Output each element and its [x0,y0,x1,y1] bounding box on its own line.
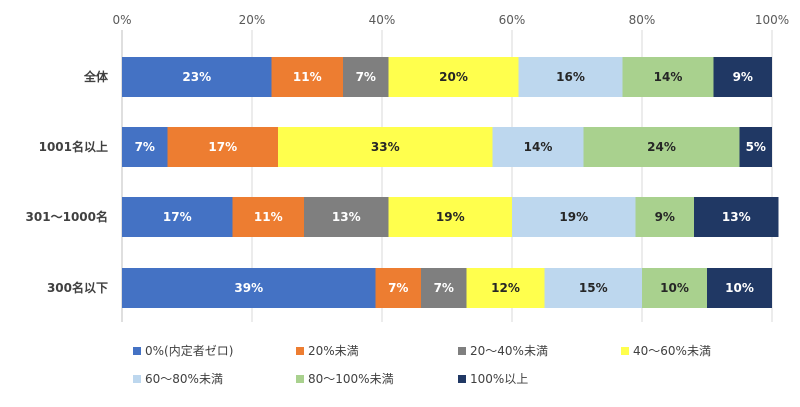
label-layer: 23% 11% 7% 20% 16% 14% 9% 7% 17% 33% 14% 24% 5% 17% 11… [135,70,766,295]
category-label: 300名以下 [47,280,108,295]
data-label: 7% [135,140,155,154]
legend-swatch [458,375,466,383]
bar-segment [739,127,772,167]
data-label: 24% [647,140,676,154]
data-label: 23% [182,70,211,84]
bar-segment [271,57,343,97]
bar-segment [635,197,694,237]
bar-segment [642,268,707,308]
bar-segment [122,57,272,97]
legend-label: 80～100%未満 [308,372,394,386]
data-label: 9% [655,210,675,224]
bar-segment [466,268,545,308]
data-label: 7% [388,281,408,295]
bar-segment [122,197,233,237]
data-label: 14% [654,70,683,84]
bar-segment [421,268,467,308]
legend-label: 20～40%未満 [470,344,548,358]
x-tick-label: 40% [369,13,396,27]
data-label: 17% [208,140,237,154]
bar-segment [375,268,421,308]
x-tick-label: 80% [629,13,656,27]
bar-segment [122,127,168,167]
data-label: 11% [254,210,283,224]
data-label: 17% [163,210,192,224]
data-label: 13% [722,210,751,224]
bar-segment [388,197,512,237]
bar-segment [343,57,389,97]
legend-label: 60～80%未満 [145,372,223,386]
data-label: 13% [332,210,361,224]
x-tick-label: 60% [499,13,526,27]
data-label: 19% [559,210,588,224]
bar-segment [622,57,714,97]
data-label: 7% [434,281,454,295]
category-label: 全体 [83,69,109,84]
legend: 0%(内定者ゼロ) 20%未満 20～40%未満 40～60%未満 60～80%未満 80… [133,343,711,386]
legend-swatch [133,347,141,355]
legend-swatch [133,375,141,383]
legend-label: 0%(内定者ゼロ) [145,343,233,358]
category-label: 301～1000名 [26,209,108,224]
bar-segment [518,57,623,97]
bar-segment [492,127,584,167]
data-label: 12% [491,281,520,295]
data-label: 11% [293,70,322,84]
legend-swatch [458,347,466,355]
legend-swatch [296,347,304,355]
legend-swatch [621,347,629,355]
axis-layer: 0% 20% 40% 60% 80% 100% 全体 1001名以上 301～1000名 300名… [26,13,789,322]
data-label: 9% [733,70,753,84]
legend-swatch [296,375,304,383]
data-label: 5% [746,140,766,154]
bar-segment [232,197,304,237]
data-label: 10% [725,281,754,295]
bar-segment [304,197,389,237]
bar-segment [122,268,376,308]
x-tick-label: 20% [239,13,266,27]
legend-label: 40～60%未満 [633,344,711,358]
bar-segment [388,57,519,97]
data-label: 39% [234,281,263,295]
bar-segment [713,57,772,97]
bar-segment [278,127,493,167]
data-label: 14% [524,140,553,154]
bar-segment [544,268,642,308]
data-label: 20% [439,70,468,84]
legend-label: 20%未満 [308,344,359,358]
legend-label: 100%以上 [470,372,528,386]
bar-segment [694,197,779,237]
data-label: 10% [660,281,689,295]
data-label: 19% [436,210,465,224]
x-tick-label: 0% [112,13,131,27]
x-tick-label: 100% [755,13,789,27]
bar-segment [167,127,278,167]
bar-segment [707,268,772,308]
data-label: 33% [371,140,400,154]
data-label: 16% [556,70,585,84]
bar-layer [122,57,779,308]
bar-segment [512,197,636,237]
category-label: 1001名以上 [39,139,108,154]
data-label: 7% [356,70,376,84]
data-label: 15% [579,281,608,295]
bar-segment [583,127,740,167]
